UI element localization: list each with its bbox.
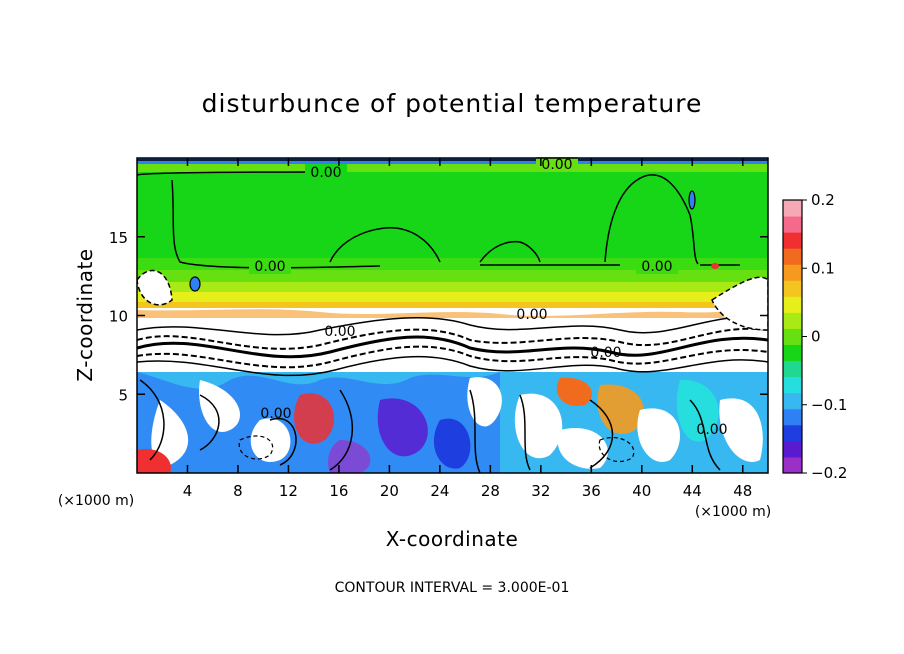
- colorbar-swatch: [783, 248, 802, 265]
- colorbar-tick-label: 0.1: [811, 259, 835, 277]
- colorbar-swatch: [783, 408, 802, 426]
- colorbar-swatch: [783, 280, 802, 297]
- x-tick-label: 20: [380, 482, 399, 500]
- x-axis-label: X-coordinate: [386, 527, 519, 551]
- chart-title: disturbunce of potential temperature: [202, 89, 703, 118]
- contour-label: 0.00: [254, 259, 285, 275]
- colorbar-swatch: [783, 376, 802, 394]
- x-tick-label: 48: [733, 482, 752, 500]
- colorbar-swatch: [783, 200, 802, 217]
- x-tick-label: 28: [481, 482, 500, 500]
- contour-interval-note: CONTOUR INTERVAL = 3.000E-01: [335, 580, 570, 596]
- contour-label: 0.00: [541, 157, 572, 173]
- colorbar-tick-label: −0.2: [811, 464, 847, 482]
- x-tick-label: 4: [183, 482, 193, 500]
- potential-temperature-field: [137, 158, 768, 473]
- colorbar: [782, 199, 803, 474]
- y-tick-label: 15: [109, 229, 128, 247]
- colorbar-tick-label: −0.1: [811, 396, 847, 414]
- x-tick-label: 36: [582, 482, 601, 500]
- y-axis-label: Z-coordinate: [73, 248, 97, 381]
- y-axis: 5 10 15: [109, 229, 768, 404]
- y-tick-label: 10: [109, 308, 128, 326]
- colorbar-swatch: [783, 296, 802, 313]
- colorbar-swatch: [783, 424, 802, 442]
- x-tick-label: 8: [233, 482, 243, 500]
- colorbar-tick-label: 0.2: [811, 191, 835, 209]
- colorbar-tick-label: 0: [811, 328, 821, 346]
- y-tick-label: 5: [118, 386, 128, 404]
- colorbar-swatch: [783, 456, 802, 474]
- colorbar-swatch: [783, 232, 802, 249]
- contour-label: 0.00: [696, 422, 727, 438]
- x-unit-right: (×1000 m): [695, 504, 771, 520]
- x-tick-label: 40: [632, 482, 651, 500]
- colorbar-swatch: [783, 360, 802, 378]
- colorbar-swatch: [783, 264, 802, 281]
- contour-label: 0.00: [310, 165, 341, 181]
- x-tick-label: 12: [279, 482, 298, 500]
- contour-label: 0.00: [590, 345, 621, 361]
- contour-label: 0.00: [641, 259, 672, 275]
- colorbar-swatch: [783, 216, 802, 233]
- x-unit-left: (×1000 m): [58, 493, 134, 509]
- x-axis: 4 8 12 16 20 24 28 32 36 40 44 48: [183, 158, 752, 500]
- colorbar-swatch: [783, 312, 802, 329]
- contour-label: 0.00: [324, 324, 355, 340]
- x-tick-label: 24: [430, 482, 449, 500]
- contour-label: 0.00: [516, 307, 547, 323]
- colorbar-swatch: [783, 328, 802, 346]
- contour-labels: 0.00 0.00 0.00 0.00 0.00 0.00 0.00 0.00 …: [249, 157, 728, 438]
- colorbar-swatch: [783, 440, 802, 458]
- colorbar-swatch: [783, 344, 802, 362]
- colorbar-ticks: 0.2 0.1 0 −0.1 −0.2: [802, 191, 847, 482]
- x-tick-label: 16: [329, 482, 348, 500]
- contour-label: 0.00: [260, 406, 291, 422]
- x-tick-label: 44: [683, 482, 702, 500]
- colorbar-swatch: [783, 392, 802, 410]
- x-tick-label: 32: [531, 482, 550, 500]
